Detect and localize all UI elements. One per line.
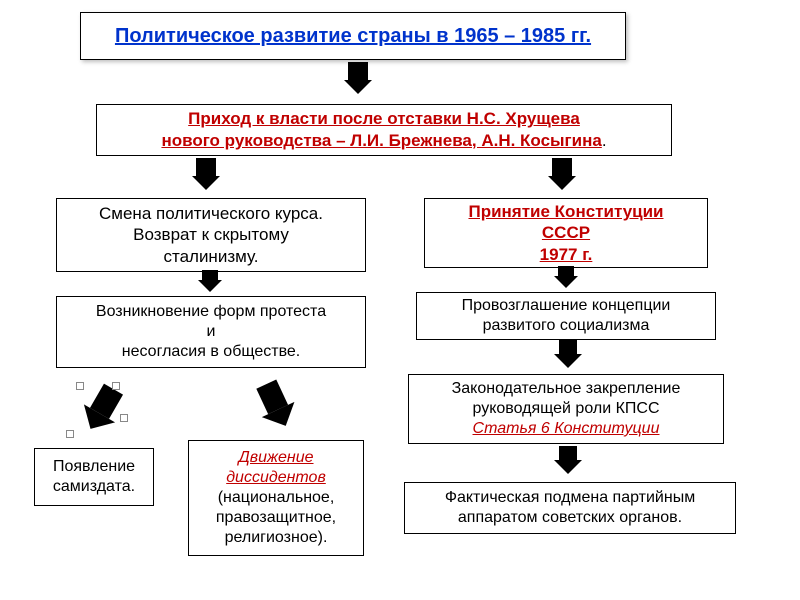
b4-l3: несогласия в обществе.: [122, 342, 300, 362]
b1-line2: нового руководства – Л.И. Брежнева, А.Н.…: [161, 131, 601, 150]
b9-l1: Фактическая подмена партийным: [445, 488, 695, 508]
b5-l2: развитого социализма: [483, 316, 650, 336]
box-constitution: Принятие Конституции СССР 1977 г.: [424, 198, 708, 268]
b6-l3: Статья 6 Конституции: [473, 419, 660, 439]
arrow-b5-to-b6: [554, 340, 582, 368]
arrow-b2-to-b4: [198, 270, 222, 292]
b4-l2: и: [207, 322, 216, 342]
handle-icon: [76, 382, 84, 390]
title-box: Политическое развитие страны в 1965 – 19…: [80, 12, 626, 60]
box-course-change: Смена политического курса. Возврат к скр…: [56, 198, 366, 272]
box-socialism-concept: Провозглашение концепции развитого социа…: [416, 292, 716, 340]
arrow-b1-to-b2: [192, 158, 220, 190]
handle-icon: [112, 382, 120, 390]
box-protest: Возникновение форм протеста и несогласия…: [56, 296, 366, 368]
arrow-b1-to-b3: [548, 158, 576, 190]
b8-l5: религиозное).: [225, 528, 328, 548]
b2-l2: Возврат к скрытому: [133, 224, 289, 245]
b8-l2: диссидентов: [226, 468, 326, 488]
b2-l3: сталинизму.: [163, 246, 258, 267]
b3-l2: СССР: [542, 222, 590, 243]
box-kpss-role: Законодательное закрепление руководящей …: [408, 374, 724, 444]
arrow-b6-to-b9: [554, 446, 582, 474]
b3-l1: Принятие Конституции: [468, 201, 663, 222]
b4-l1: Возникновение форм протеста: [96, 302, 326, 322]
b6-l2: руководящей роли КПСС: [472, 399, 659, 419]
arrow-title-to-b1: [344, 62, 372, 94]
handle-icon: [120, 414, 128, 422]
b7-l2: самиздата.: [53, 477, 135, 497]
box-party-apparatus: Фактическая подмена партийным аппаратом …: [404, 482, 736, 534]
b8-l3: (национальное,: [218, 488, 335, 508]
b9-l2: аппаратом советских органов.: [458, 508, 682, 528]
b1-line1: Приход к власти после отставки Н.С. Хрущ…: [188, 108, 580, 129]
box-samizdat: Появление самиздата.: [34, 448, 154, 506]
b3-l3: 1977 г.: [540, 244, 593, 265]
b8-l1: Движение: [238, 448, 313, 468]
b1-dot: .: [602, 131, 607, 150]
b2-l1: Смена политического курса.: [99, 203, 323, 224]
box-dissidents: Движение диссидентов (национальное, прав…: [188, 440, 364, 556]
handle-icon: [66, 430, 74, 438]
b1-line2-wrap: нового руководства – Л.И. Брежнева, А.Н.…: [161, 130, 606, 152]
box-leadership: Приход к власти после отставки Н.С. Хрущ…: [96, 104, 672, 156]
arrow-b3-to-b5: [554, 266, 578, 288]
b7-l1: Появление: [53, 457, 135, 477]
title-text: Политическое развитие страны в 1965 – 19…: [115, 24, 591, 49]
arrow-b4-to-b8: [250, 377, 302, 434]
b5-l1: Провозглашение концепции: [462, 296, 671, 316]
b6-l1: Законодательное закрепление: [452, 379, 681, 399]
b8-l4: правозащитное,: [216, 508, 336, 528]
